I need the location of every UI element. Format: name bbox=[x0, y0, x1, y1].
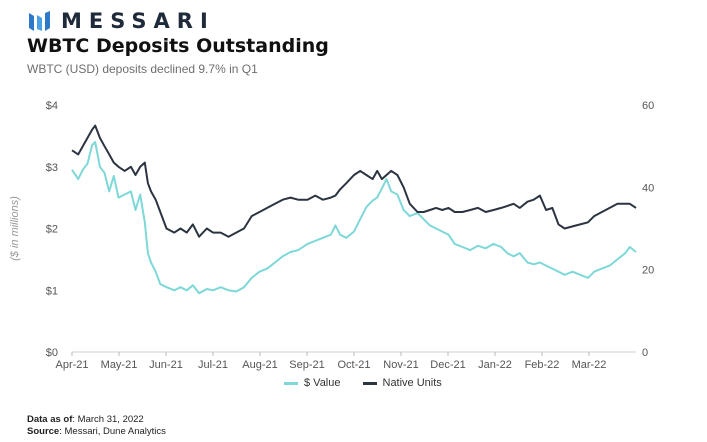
y-left-tick-label: $4 bbox=[46, 100, 58, 112]
series-line-native bbox=[71, 124, 637, 238]
x-tick-label: Nov-21 bbox=[383, 359, 418, 371]
legend-swatch-native bbox=[362, 381, 377, 385]
chart-title: WBTC Deposits Outstanding bbox=[27, 35, 329, 57]
x-tick-label: Sep-21 bbox=[289, 359, 324, 371]
y-left-tick-label: $2 bbox=[46, 224, 58, 236]
legend-swatch-value bbox=[284, 381, 298, 385]
x-tick-label: Dec-21 bbox=[430, 359, 465, 371]
x-tick-label: Feb-22 bbox=[525, 359, 560, 371]
x-tick-label: May-21 bbox=[101, 359, 138, 371]
y-right-tick-label: 40 bbox=[642, 182, 654, 194]
x-tick-label: Jul-21 bbox=[198, 359, 228, 371]
y-right-tick-label: 0 bbox=[642, 347, 648, 359]
y-left-tick-label: $1 bbox=[46, 285, 58, 297]
footer-notes: Data as of: March 31, 2022 Source: Messa… bbox=[27, 414, 166, 438]
brand-name: MESSARI bbox=[61, 9, 215, 33]
x-tick-label: Mar-22 bbox=[572, 359, 607, 371]
y-right-tick-label: 20 bbox=[642, 265, 654, 277]
chart-subtitle: WBTC (USD) deposits declined 9.7% in Q1 bbox=[27, 62, 258, 76]
x-tick-label: Jan-22 bbox=[478, 359, 512, 371]
x-tick-label: Aug-21 bbox=[242, 359, 277, 371]
series-line-value bbox=[71, 141, 637, 295]
source-note: Source: Messari, Dune Analytics bbox=[27, 426, 166, 437]
chart-axes bbox=[71, 351, 636, 356]
x-tick-label: Jun-21 bbox=[149, 359, 183, 371]
y-left-tick-label: $3 bbox=[46, 162, 58, 174]
legend-item-value: $ Value bbox=[284, 377, 341, 389]
legend-item-native: Native Units bbox=[362, 377, 442, 389]
x-tick-label: Oct-21 bbox=[337, 359, 370, 371]
messari-logo-icon bbox=[29, 11, 50, 31]
line-chart: $0 $1 $2 $3 $4 0 20 40 60 Apr-21 May-21 Jun-21 Jul-2… bbox=[9, 100, 654, 371]
chart-series bbox=[71, 124, 637, 295]
legend-label-native: Native Units bbox=[382, 377, 442, 389]
y-left-tick-label: $0 bbox=[46, 347, 58, 359]
chart-legend: $ Value Native Units bbox=[284, 377, 464, 389]
y-axis-label: ($ in millions) bbox=[9, 196, 21, 261]
legend-label-value: $ Value bbox=[304, 377, 341, 389]
x-tick-label: Apr-21 bbox=[55, 359, 88, 371]
brand-header: MESSARI bbox=[29, 9, 215, 33]
y-right-tick-label: 60 bbox=[642, 100, 654, 112]
chart-axis-labels: $0 $1 $2 $3 $4 0 20 40 60 Apr-21 May-21 Jun-21 Jul-2… bbox=[9, 100, 654, 371]
data-as-of-note: Data as of: March 31, 2022 bbox=[27, 414, 144, 425]
